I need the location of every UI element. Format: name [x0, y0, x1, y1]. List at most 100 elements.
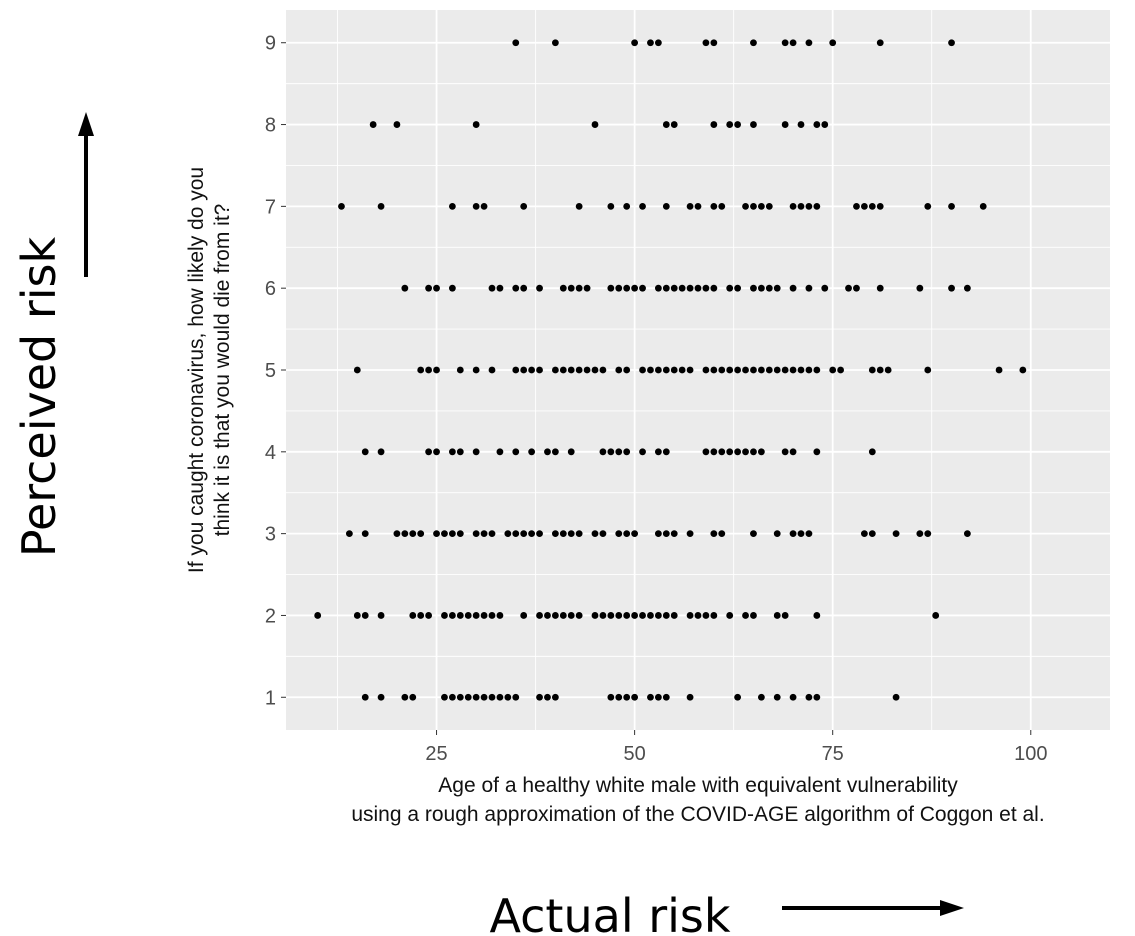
data-point — [757, 284, 765, 292]
data-point — [995, 366, 1003, 374]
data-point — [813, 366, 821, 374]
data-point — [377, 612, 385, 619]
data-point — [472, 366, 480, 374]
data-point — [551, 530, 559, 538]
data-point — [813, 202, 821, 210]
data-point — [417, 366, 425, 374]
data-point — [892, 530, 900, 538]
data-point — [456, 612, 464, 619]
data-point — [496, 448, 504, 456]
data-point — [512, 693, 520, 701]
data-point — [742, 202, 749, 210]
data-point — [924, 530, 932, 538]
data-point — [536, 693, 543, 701]
data-point — [868, 530, 876, 538]
data-point — [781, 366, 789, 374]
data-point — [710, 121, 718, 128]
data-point — [654, 284, 662, 292]
right-arrow-icon — [782, 900, 964, 916]
data-point — [631, 693, 639, 701]
data-point — [710, 284, 718, 292]
data-point — [528, 366, 536, 374]
data-point — [686, 612, 694, 619]
x-axis-title-line-2: using a rough approximation of the COVID… — [351, 803, 1044, 826]
data-point — [813, 448, 821, 456]
data-point — [742, 448, 749, 456]
data-point — [480, 202, 488, 210]
data-point — [464, 612, 472, 619]
data-point — [631, 612, 639, 619]
data-point — [726, 448, 734, 456]
data-point — [544, 448, 551, 456]
data-point — [536, 612, 543, 619]
data-point — [607, 202, 615, 210]
data-point — [361, 530, 369, 538]
data-point — [615, 612, 623, 619]
data-point — [647, 612, 654, 619]
data-point — [551, 39, 559, 47]
data-point — [488, 530, 496, 538]
data-point — [797, 530, 805, 538]
data-point — [433, 448, 440, 456]
data-point — [559, 366, 567, 374]
data-point — [401, 693, 409, 701]
data-point — [662, 612, 670, 619]
data-point — [528, 448, 536, 456]
data-point — [750, 39, 757, 47]
data-point — [472, 202, 480, 210]
data-point — [631, 530, 639, 538]
data-point — [512, 530, 520, 538]
data-point — [448, 530, 456, 538]
data-point — [615, 530, 623, 538]
data-point — [702, 39, 710, 47]
data-point — [377, 693, 385, 701]
data-point — [496, 612, 504, 619]
data-point — [837, 366, 845, 374]
data-point — [353, 612, 361, 619]
data-point — [512, 39, 520, 47]
data-point — [631, 284, 639, 292]
data-point — [916, 530, 924, 538]
data-point — [694, 612, 702, 619]
up-arrow-icon — [78, 112, 94, 277]
data-point — [710, 530, 718, 538]
data-point — [559, 530, 567, 538]
data-points — [314, 39, 1027, 701]
data-point — [860, 202, 868, 210]
data-point — [781, 448, 789, 456]
data-point — [599, 530, 607, 538]
data-point — [702, 448, 710, 456]
y-tick-label: 2 — [265, 605, 276, 627]
data-point — [868, 202, 876, 210]
data-point — [963, 530, 971, 538]
data-point — [567, 284, 575, 292]
data-point — [504, 693, 512, 701]
data-point — [488, 612, 496, 619]
data-point — [813, 612, 821, 619]
data-point — [409, 612, 417, 619]
data-point — [765, 284, 773, 292]
x-axis-title-line-1: Age of a healthy white male with equival… — [438, 774, 958, 797]
data-point — [520, 366, 528, 374]
data-point — [401, 284, 409, 292]
data-point — [448, 693, 456, 701]
data-point — [472, 448, 480, 456]
data-point — [797, 202, 805, 210]
y-tick-label: 5 — [265, 360, 276, 382]
data-point — [623, 366, 631, 374]
data-point — [448, 448, 456, 456]
y-tick-label: 9 — [265, 33, 276, 55]
data-point — [377, 202, 385, 210]
data-point — [750, 202, 757, 210]
data-point — [567, 366, 575, 374]
data-point — [441, 530, 448, 538]
data-point — [583, 284, 591, 292]
data-point — [520, 284, 528, 292]
data-point — [734, 693, 742, 701]
data-point — [773, 284, 781, 292]
data-point — [805, 39, 813, 47]
data-point — [916, 284, 924, 292]
data-point — [433, 530, 440, 538]
data-point — [536, 284, 543, 292]
y-axis-ticks: 1 2 3 4 5 6 7 8 9 — [265, 33, 286, 709]
